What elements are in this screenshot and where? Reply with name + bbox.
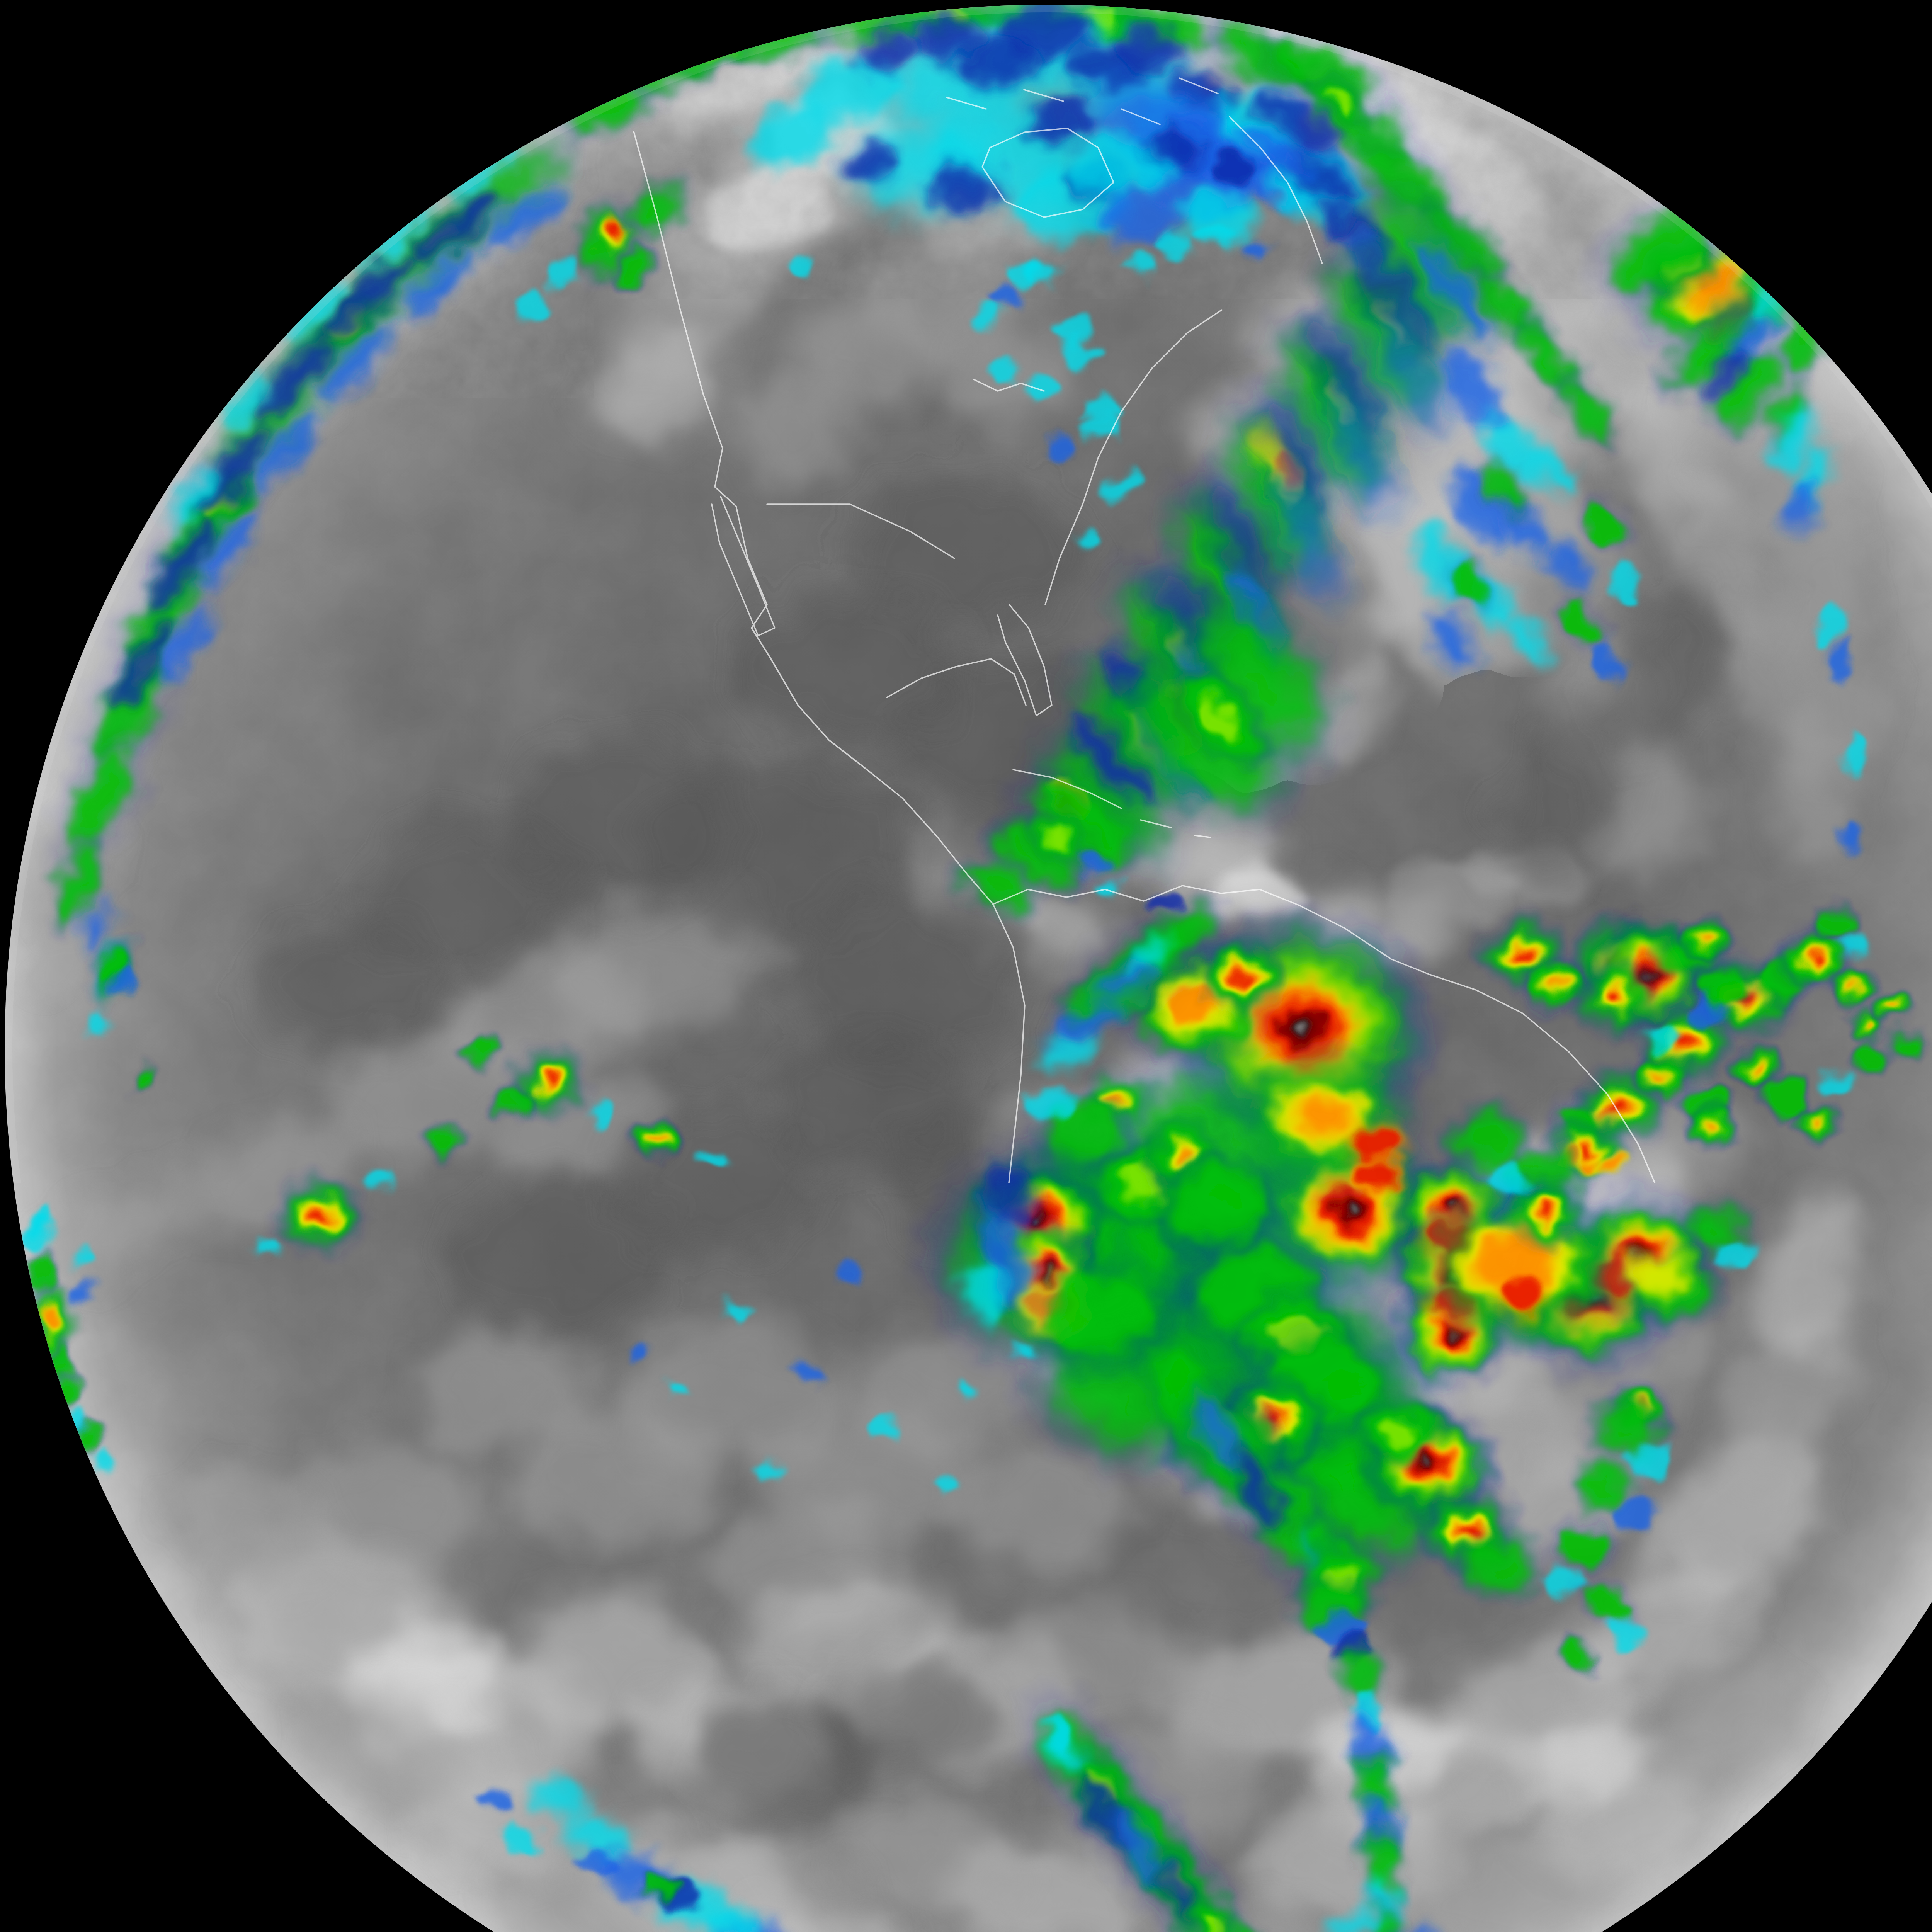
south-america-deep-convection-blob [1362, 1162, 1397, 1188]
south-america-deep-convection-blob [1292, 1094, 1352, 1138]
pacific-itcz-cells-blob [583, 1102, 614, 1124]
atlantic-itcz-cells-blob [1629, 1252, 1690, 1298]
pacific-itcz-cells-blob [651, 1136, 662, 1144]
east-pacific-specks-blob [665, 1383, 688, 1400]
south-america-deep-convection-blob [1427, 1462, 1432, 1467]
south-america-deep-convection-blob [1099, 879, 1126, 898]
left-limb-green-band-blob [72, 1283, 94, 1302]
east-pacific-specks-blob [1013, 1345, 1035, 1360]
pacific-northwest-storm-cell-blob [784, 256, 816, 277]
south-america-deep-convection-blob [1354, 1128, 1397, 1159]
south-america-deep-convection-blob [1028, 1089, 1074, 1121]
us-coast-scattered-cyan-blob [1240, 237, 1271, 257]
atlantic-itcz-cells-blob [1647, 971, 1653, 976]
east-pacific-specks-blob [798, 1362, 825, 1381]
south-america-deep-convection-blob [1381, 1416, 1416, 1444]
east-pacific-specks-blob [759, 1459, 786, 1478]
atlantic-itcz-cells-blob [1719, 1242, 1758, 1270]
left-limb-green-band-blob [73, 1249, 93, 1266]
goes-full-disk-satellite-image: Geostationary full-disk enhanced infrare… [0, 0, 1932, 1932]
south-america-deep-convection-blob [1345, 1206, 1353, 1213]
east-pacific-specks-blob [838, 1267, 862, 1284]
us-coast-scattered-cyan-blob [1124, 257, 1155, 277]
pacific-itcz-cells-blob [427, 1126, 462, 1154]
us-coast-scattered-cyan-blob [989, 287, 1020, 308]
east-pacific-specks-blob [627, 1345, 648, 1360]
atlantic-itcz-cells-blob [1609, 991, 1622, 1003]
pacific-itcz-cells-blob [363, 1168, 394, 1189]
south-america-deep-convection-blob [1047, 1271, 1155, 1356]
atlantic-itcz-cells-blob [1753, 1062, 1764, 1071]
atlantic-itcz-cells-blob [1839, 935, 1870, 958]
atlantic-itcz-cells-blob [1848, 983, 1857, 991]
east-pacific-specks-blob [933, 1478, 960, 1497]
east-pacific-specks-blob [954, 1383, 978, 1400]
atlantic-itcz-cells-blob [1603, 1159, 1623, 1173]
atlantic-itcz-cells-blob [1656, 1073, 1668, 1083]
us-coast-scattered-cyan-blob [1160, 232, 1197, 255]
hudson-scattered-cyan-blob [971, 303, 1000, 323]
arctic-navy-cores-blob [927, 166, 1005, 213]
south-america-deep-convection-blob [1535, 1208, 1549, 1219]
atlantic-itcz-cells-blob [1893, 1031, 1924, 1056]
pacific-itcz-cells-blob [543, 1077, 555, 1087]
brazil-south-coast-cells-blob [1577, 1468, 1631, 1508]
south-america-deep-convection-blob [1453, 1113, 1522, 1167]
brazil-south-coast-cells-blob [1559, 1527, 1609, 1564]
south-america-deep-convection-blob [1450, 1331, 1456, 1335]
south-america-deep-convection-blob [1043, 1273, 1048, 1277]
atlantic-itcz-cells-blob [1702, 934, 1713, 944]
brazil-south-coast-cells-blob [1544, 1570, 1586, 1599]
east-pacific-specks-blob [719, 1303, 750, 1325]
hudson-scattered-cyan-blob [989, 360, 1020, 382]
atlantic-itcz-cells-blob [1582, 1156, 1602, 1171]
us-coast-scattered-cyan-blob [1200, 225, 1234, 247]
south-america-deep-convection-blob [1167, 1165, 1267, 1246]
brazil-south-coast-cells-blob [1613, 1500, 1656, 1529]
atlantic-itcz-cells-blob [1853, 1045, 1888, 1073]
south-america-deep-convection-blob [1080, 852, 1107, 871]
atlantic-itcz-cells-blob [1580, 1145, 1593, 1155]
south-america-deep-convection-blob [1460, 1524, 1477, 1537]
south-america-deep-convection-blob [1234, 968, 1247, 980]
brazil-south-coast-cells-blob [1627, 1445, 1673, 1476]
us-coast-scattered-cyan-blob [1047, 438, 1078, 458]
pacific-itcz-cells-blob [257, 1238, 284, 1258]
atlantic-itcz-cells-blob [1891, 1001, 1900, 1008]
south-america-deep-convection-blob [1450, 1207, 1455, 1211]
pacific-itcz-cells-blob [468, 1039, 498, 1063]
us-coast-scattered-cyan-blob [1026, 264, 1061, 285]
atlantic-itcz-cells-blob [1866, 1020, 1874, 1027]
east-pacific-specks-blob [873, 1420, 904, 1440]
atlantic-itcz-cells-blob [1824, 1070, 1855, 1094]
us-coast-scattered-cyan-blob [1074, 527, 1105, 547]
atlantic-itcz-cells-blob [1811, 1116, 1821, 1124]
pacific-itcz-cells-blob [313, 1209, 328, 1221]
atlantic-itcz-cells-blob [1810, 956, 1822, 965]
south-america-deep-convection-blob [1484, 1162, 1530, 1195]
south-america-deep-convection-blob [1036, 1218, 1042, 1223]
arctic-navy-cores-blob [1028, 97, 1097, 143]
atlantic-itcz-cells-blob [1551, 978, 1564, 989]
satellite-disk-canvas [0, 0, 1932, 1932]
us-coast-scattered-cyan-blob [1103, 476, 1138, 498]
us-coast-scattered-cyan-blob [1084, 398, 1119, 421]
south-america-deep-convection-blob [1503, 1280, 1542, 1309]
pacific-itcz-cells-blob [495, 1086, 533, 1117]
atlantic-itcz-cells-blob [1514, 949, 1527, 960]
atlantic-itcz-cells-blob [1706, 1122, 1717, 1131]
pacific-itcz-cells-blob [701, 1150, 728, 1169]
atlantic-itcz-cells-blob [1644, 1022, 1679, 1049]
atlantic-itcz-cells-blob [1687, 997, 1729, 1028]
us-coast-scattered-cyan-blob [1063, 339, 1101, 364]
south-america-deep-convection-blob [1296, 1023, 1308, 1032]
atlantic-itcz-cells-blob [1812, 908, 1851, 939]
south-america-deep-convection-blob [1174, 1145, 1191, 1159]
